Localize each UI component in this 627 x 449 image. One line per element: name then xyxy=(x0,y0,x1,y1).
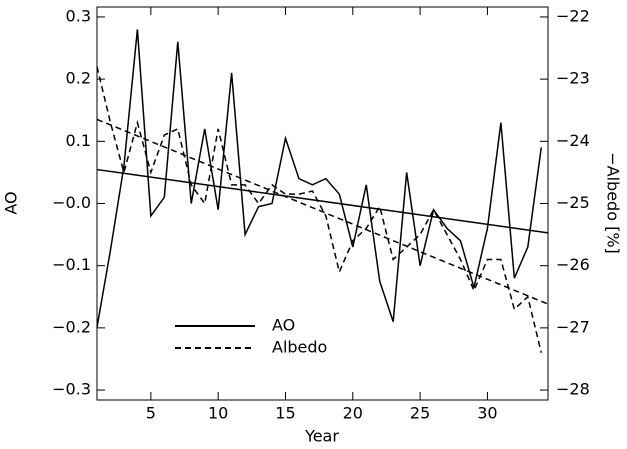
y2-tick-label: −22 xyxy=(556,6,590,25)
legend-label: Albedo xyxy=(272,338,327,357)
y-tick-label: 0.2 xyxy=(66,69,91,88)
y2-axis-label: −Albedo [%] xyxy=(604,152,623,254)
y2-tick-label: −27 xyxy=(556,317,590,336)
x-tick-label: 5 xyxy=(146,404,156,423)
x-tick-label: 25 xyxy=(410,404,430,423)
y2-tick-label: −25 xyxy=(556,193,590,212)
y-tick-label: 0.1 xyxy=(66,131,91,150)
y-tick-label: −0.1 xyxy=(52,255,91,274)
y2-tick-label: −26 xyxy=(556,255,590,274)
x-tick-label: 30 xyxy=(477,404,497,423)
y-tick-label: −0.2 xyxy=(52,317,91,336)
y-tick-label: 0.3 xyxy=(66,6,91,25)
trend-line xyxy=(96,168,549,234)
y2-tick-label: −28 xyxy=(556,380,590,399)
legend-label: AO xyxy=(272,316,295,335)
y2-tick-label: −24 xyxy=(556,131,590,150)
x-tick-label: 20 xyxy=(343,404,363,423)
y-tick-label: −0.3 xyxy=(52,380,91,399)
y2-tick-label: −23 xyxy=(556,69,590,88)
x-tick-label: 10 xyxy=(208,404,228,423)
data-line xyxy=(96,66,542,353)
trend-line xyxy=(96,118,549,305)
y-axis-label: AO xyxy=(2,191,21,214)
data-line xyxy=(96,29,543,328)
x-tick-label: 15 xyxy=(275,404,295,423)
x-axis-label: Year xyxy=(304,427,339,446)
y-tick-label: −0.0 xyxy=(52,193,91,212)
